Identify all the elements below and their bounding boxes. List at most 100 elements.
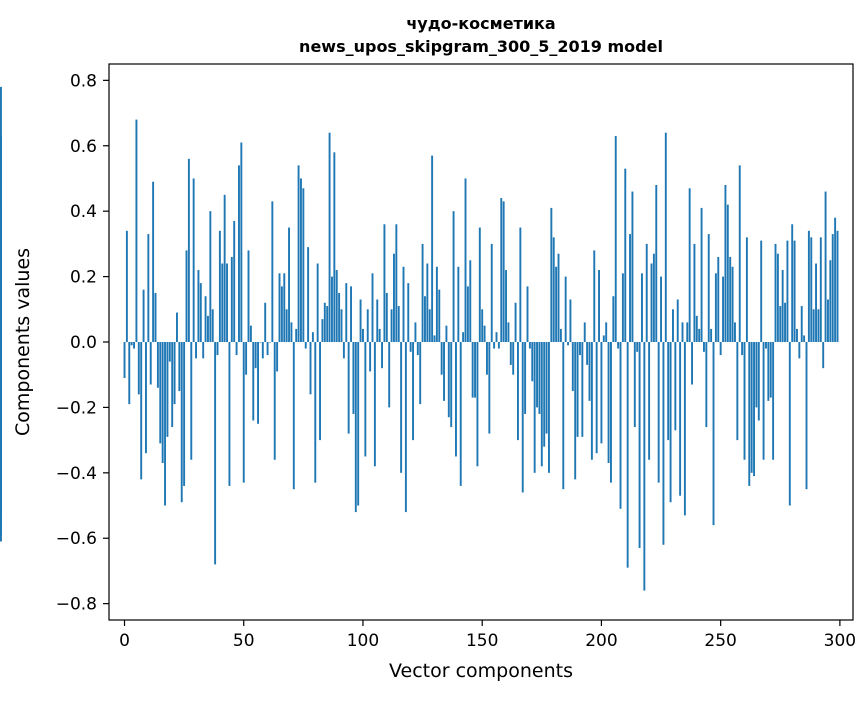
bar-77 (307, 247, 310, 342)
bar-203 (607, 342, 610, 464)
bar-186 (567, 342, 569, 346)
bar-188 (571, 342, 574, 392)
bar-16 (161, 342, 164, 464)
bar-55 (254, 342, 257, 369)
bar-35 (207, 315, 209, 342)
bar-52 (247, 250, 250, 342)
bar-97 (354, 342, 357, 513)
bar-156 (495, 332, 498, 342)
axes-group: 0 50 100 150 200 250 300 0.8 0.6 0.4 0.2 0.0 −0.2 −0.… (56, 71, 856, 651)
bar-245 (707, 234, 710, 342)
bar-58 (261, 342, 264, 359)
bar-106 (376, 299, 379, 342)
bar-19 (168, 342, 171, 362)
x-tick-label: 250 (704, 631, 736, 651)
bar-71 (292, 342, 295, 490)
bar-290 (815, 263, 817, 342)
bar-251 (722, 276, 724, 342)
bar-94 (347, 342, 350, 434)
bar-160 (505, 270, 507, 342)
bar-114 (395, 224, 398, 342)
bar-296 (829, 260, 832, 342)
bar-105 (373, 342, 376, 467)
bar-5 (135, 119, 138, 342)
y-tick-label: 0.4 (70, 202, 97, 222)
bar-95 (350, 286, 352, 342)
bar-113 (393, 253, 395, 342)
plot-frame (108, 63, 854, 621)
bar-101 (364, 342, 367, 457)
bar-281 (793, 240, 796, 342)
bar-185 (564, 276, 567, 342)
bar-45 (230, 256, 233, 342)
bar-183 (559, 328, 562, 342)
bar-192 (581, 342, 584, 437)
bar-273 (774, 243, 777, 342)
bar-233 (679, 342, 682, 496)
bar-167 (521, 342, 524, 493)
x-tick-label: 50 (233, 631, 255, 651)
bar-279 (788, 342, 791, 506)
bar-107 (378, 328, 381, 342)
bar-15 (159, 342, 162, 444)
bar-124 (419, 342, 422, 405)
chart-subtitle: news_upos_skipgram_300_5_2019 model (299, 37, 663, 56)
bar-149 (478, 227, 481, 342)
bar-164 (514, 302, 517, 342)
bar-56 (257, 342, 259, 424)
bar-8 (142, 289, 145, 342)
bar-230 (672, 309, 674, 342)
bar-20 (171, 342, 174, 428)
bar-178 (548, 342, 550, 473)
bar-264 (753, 342, 755, 477)
bar-74 (300, 178, 302, 342)
bar-155 (493, 342, 496, 349)
bar-64 (276, 342, 279, 372)
bar-3 (130, 342, 133, 346)
bar-236 (686, 322, 689, 342)
bar-75 (302, 188, 305, 342)
bar-176 (543, 342, 546, 447)
bar-73 (297, 165, 300, 342)
bar-67 (283, 273, 286, 342)
bar-163 (512, 342, 515, 375)
bar-125 (421, 243, 424, 342)
bar-104 (371, 273, 374, 342)
bar-43 (226, 263, 228, 342)
bar-210 (624, 168, 627, 342)
bar-130 (433, 335, 436, 342)
bar-228 (667, 342, 670, 441)
bar-238 (691, 342, 693, 385)
bar-47 (235, 342, 238, 356)
bar-206 (614, 135, 617, 342)
y-tick-label: 0.0 (70, 333, 97, 353)
bar-277 (784, 302, 786, 342)
bar-202 (605, 322, 608, 342)
bar-24 (180, 342, 183, 503)
bar-252 (724, 185, 727, 342)
bar-42 (223, 194, 226, 342)
bar-226 (662, 342, 665, 545)
bar-63 (273, 342, 276, 460)
bar-227 (664, 132, 667, 342)
bar-187 (569, 299, 572, 342)
bar-112 (390, 309, 393, 342)
bar-170 (528, 342, 531, 349)
bar-13 (154, 292, 157, 342)
y-tick-label: −0.2 (56, 398, 97, 418)
bar-146 (471, 342, 474, 398)
bar-11 (149, 342, 152, 385)
bar-144 (466, 286, 469, 342)
bar-272 (772, 342, 775, 460)
bar-276 (781, 270, 784, 342)
bar-294 (824, 191, 827, 342)
bar-244 (705, 342, 708, 428)
bar-218 (643, 342, 646, 591)
bar-191 (579, 342, 581, 356)
bar-50 (242, 342, 245, 483)
bar-253 (726, 204, 729, 342)
bar-299 (836, 230, 839, 342)
bar-271 (769, 342, 772, 398)
bar-291 (817, 309, 820, 342)
